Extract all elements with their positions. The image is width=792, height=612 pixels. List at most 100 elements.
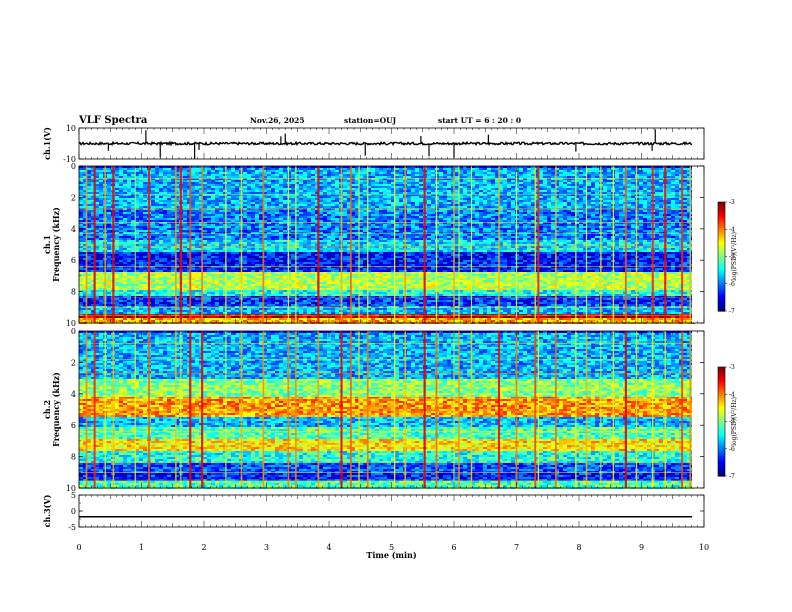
spectrogram-cell <box>283 258 287 260</box>
spectrogram-cell <box>275 236 279 238</box>
spectrogram-cell <box>275 252 279 254</box>
spectrogram-cell <box>119 276 123 278</box>
spectrogram-cell <box>191 230 195 232</box>
spectrogram-cell <box>219 170 223 172</box>
spectrogram-cell <box>107 198 111 200</box>
spectrogram-cell <box>131 200 135 202</box>
spectrogram-cell <box>215 318 219 320</box>
spectrogram-cell <box>143 284 147 286</box>
spectrogram-cell <box>203 252 207 254</box>
spectrogram-cell <box>163 272 167 274</box>
spectrogram-cell <box>267 188 271 190</box>
spectrogram-cell <box>311 230 315 232</box>
spectrogram-cell <box>251 234 255 236</box>
spectrogram-cell <box>215 204 219 206</box>
spectrogram-cell <box>171 264 175 266</box>
spectrogram-cell <box>303 302 307 304</box>
spectrogram-cell <box>243 290 247 292</box>
spectrogram-cell <box>267 210 271 212</box>
spectrogram-cell <box>151 204 155 206</box>
spectrogram-cell <box>151 274 155 276</box>
spectrogram-cell <box>271 280 275 282</box>
spectrogram-cell <box>119 320 123 322</box>
spectrogram-cell <box>219 308 223 310</box>
spectrogram-cell <box>291 286 295 288</box>
spectrogram-cell <box>271 230 275 232</box>
spectrogram-cell <box>283 304 287 306</box>
spectrogram-cell <box>191 188 195 190</box>
spectrogram-cell <box>155 204 159 206</box>
spectrogram-cell <box>203 176 207 178</box>
spectrogram-cell <box>151 292 155 294</box>
spectrogram-cell <box>283 180 287 182</box>
spectrogram-cell <box>207 312 211 314</box>
spectrogram-cell <box>207 174 211 176</box>
spectrogram-cell <box>155 236 159 238</box>
spectrogram-cell <box>275 298 279 300</box>
spectrogram-cell <box>207 198 211 200</box>
spectrogram-cell <box>283 230 287 232</box>
spectrogram-cell <box>163 202 167 204</box>
spectrogram-cell <box>247 236 251 238</box>
spectrogram-cell <box>79 288 83 290</box>
spectrogram-cell <box>127 172 131 174</box>
spectrogram-cell <box>291 244 295 246</box>
spectrogram-cell <box>243 292 247 294</box>
spectrogram-cell <box>275 316 279 318</box>
spectrogram-cell <box>87 168 91 170</box>
spectrogram-cell <box>271 190 275 192</box>
spectrogram-cell <box>259 220 263 222</box>
spectrogram-cell <box>291 220 295 222</box>
spectrogram-cell <box>159 264 163 266</box>
spectrogram-cell <box>267 318 271 320</box>
spectrogram-cell <box>275 270 279 272</box>
spectrogram-cell <box>167 290 171 292</box>
spectrogram-cell <box>183 182 187 184</box>
spectrogram-cell <box>79 286 83 288</box>
spectrogram-cell <box>107 192 111 194</box>
spectrogram-cell <box>271 198 275 200</box>
spectrogram-cell <box>119 228 123 230</box>
spectrogram-cell <box>235 250 239 252</box>
spectrogram-cell <box>119 168 123 170</box>
spectrogram-cell <box>131 238 135 240</box>
spectrogram-cell <box>171 176 175 178</box>
spectrogram-cell <box>211 190 215 192</box>
spectrogram-cell <box>155 212 159 214</box>
spectrogram-cell <box>191 280 195 282</box>
spectrogram-cell <box>259 298 263 300</box>
spectrogram-cell <box>155 228 159 230</box>
spectrogram-cell <box>127 300 131 302</box>
spectrogram-cell <box>279 240 283 242</box>
spectrogram-cell <box>191 196 195 198</box>
spectrogram-cell <box>115 298 119 300</box>
spectrogram-cell <box>291 172 295 174</box>
spectrogram-cell <box>155 264 159 266</box>
spectrogram-cell <box>215 216 219 218</box>
spectrogram-cell <box>99 210 103 212</box>
spectrogram-cell <box>195 244 199 246</box>
spectrogram-cell <box>303 284 307 286</box>
spectrogram-cell <box>139 318 143 320</box>
spectrogram-cell <box>87 262 91 264</box>
spectrogram-cell <box>159 200 163 202</box>
spectrogram-cell <box>159 176 163 178</box>
spectrogram-cell <box>219 188 223 190</box>
spectrogram-cell <box>259 210 263 212</box>
spectrogram-cell <box>195 198 199 200</box>
spectrogram-cell <box>143 224 147 226</box>
spectrogram-cell <box>163 302 167 304</box>
spectrogram-cell <box>159 236 163 238</box>
spectrogram-cell <box>235 236 239 238</box>
spectrogram-cell <box>243 170 247 172</box>
spectrogram-cell <box>107 268 111 270</box>
spectrogram-cell <box>203 286 207 288</box>
spectrogram-cell <box>259 262 263 264</box>
spectrogram-cell <box>123 276 127 278</box>
spectrogram-cell <box>267 310 271 312</box>
y-tick-label: 10 <box>66 124 76 133</box>
spectrogram-cell <box>255 262 259 264</box>
spectrogram-cell <box>247 220 251 222</box>
spectrogram-cell <box>283 256 287 258</box>
spectrogram-cell <box>159 214 163 216</box>
